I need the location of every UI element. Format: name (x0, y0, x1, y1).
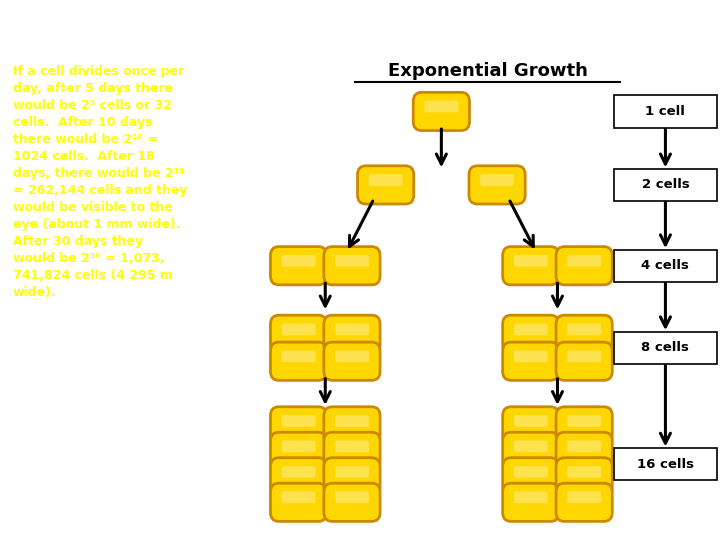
FancyBboxPatch shape (514, 255, 548, 267)
FancyBboxPatch shape (271, 432, 327, 470)
FancyBboxPatch shape (324, 247, 380, 285)
FancyBboxPatch shape (469, 166, 525, 204)
FancyBboxPatch shape (335, 441, 369, 453)
FancyBboxPatch shape (514, 415, 548, 427)
Text: 16 cells: 16 cells (637, 457, 694, 470)
FancyBboxPatch shape (324, 315, 380, 353)
FancyBboxPatch shape (480, 174, 514, 186)
FancyBboxPatch shape (567, 466, 601, 478)
FancyBboxPatch shape (514, 466, 548, 478)
FancyBboxPatch shape (556, 247, 612, 285)
FancyBboxPatch shape (567, 491, 601, 503)
FancyBboxPatch shape (514, 350, 548, 362)
FancyBboxPatch shape (335, 491, 369, 503)
FancyBboxPatch shape (567, 323, 601, 335)
FancyBboxPatch shape (424, 100, 459, 112)
FancyBboxPatch shape (324, 458, 380, 496)
FancyBboxPatch shape (503, 247, 559, 285)
FancyBboxPatch shape (282, 415, 315, 427)
FancyBboxPatch shape (271, 458, 327, 496)
Text: Exponential Growth: Exponential Growth (388, 63, 588, 80)
Text: 2 cells: 2 cells (642, 178, 689, 191)
FancyBboxPatch shape (567, 255, 601, 267)
FancyBboxPatch shape (614, 95, 716, 127)
FancyBboxPatch shape (282, 466, 315, 478)
FancyBboxPatch shape (614, 332, 716, 364)
FancyBboxPatch shape (503, 432, 559, 470)
FancyBboxPatch shape (556, 315, 612, 353)
FancyBboxPatch shape (335, 323, 369, 335)
FancyBboxPatch shape (514, 491, 548, 503)
FancyBboxPatch shape (282, 350, 315, 362)
FancyBboxPatch shape (324, 407, 380, 445)
FancyBboxPatch shape (556, 483, 612, 522)
FancyBboxPatch shape (358, 166, 414, 204)
FancyBboxPatch shape (567, 441, 601, 453)
FancyBboxPatch shape (271, 483, 327, 522)
Text: 4 cells: 4 cells (642, 259, 689, 272)
Text: The Power of Cell Division: The Power of Cell Division (176, 13, 544, 37)
FancyBboxPatch shape (282, 323, 315, 335)
FancyBboxPatch shape (282, 255, 315, 267)
FancyBboxPatch shape (556, 407, 612, 445)
FancyBboxPatch shape (556, 458, 612, 496)
FancyBboxPatch shape (514, 323, 548, 335)
FancyBboxPatch shape (271, 247, 327, 285)
FancyBboxPatch shape (271, 342, 327, 380)
FancyBboxPatch shape (335, 255, 369, 267)
FancyBboxPatch shape (335, 466, 369, 478)
FancyBboxPatch shape (556, 342, 612, 380)
FancyBboxPatch shape (413, 92, 469, 131)
FancyBboxPatch shape (335, 350, 369, 362)
FancyBboxPatch shape (503, 483, 559, 522)
FancyBboxPatch shape (271, 315, 327, 353)
FancyBboxPatch shape (567, 350, 601, 362)
Text: 1 cell: 1 cell (646, 105, 685, 118)
FancyBboxPatch shape (369, 174, 402, 186)
FancyBboxPatch shape (335, 415, 369, 427)
FancyBboxPatch shape (614, 168, 716, 201)
FancyBboxPatch shape (614, 249, 716, 282)
FancyBboxPatch shape (324, 432, 380, 470)
FancyBboxPatch shape (514, 441, 548, 453)
FancyBboxPatch shape (324, 483, 380, 522)
FancyBboxPatch shape (556, 432, 612, 470)
FancyBboxPatch shape (614, 448, 716, 480)
Text: If a cell divides once per
day, after 5 days there
would be 2⁵ cells or 32
cells: If a cell divides once per day, after 5 … (13, 65, 187, 299)
FancyBboxPatch shape (271, 407, 327, 445)
FancyBboxPatch shape (503, 407, 559, 445)
Text: 8 cells: 8 cells (642, 341, 689, 354)
FancyBboxPatch shape (324, 342, 380, 380)
FancyBboxPatch shape (503, 458, 559, 496)
FancyBboxPatch shape (282, 441, 315, 453)
FancyBboxPatch shape (503, 342, 559, 380)
FancyBboxPatch shape (567, 415, 601, 427)
FancyBboxPatch shape (282, 491, 315, 503)
FancyBboxPatch shape (503, 315, 559, 353)
